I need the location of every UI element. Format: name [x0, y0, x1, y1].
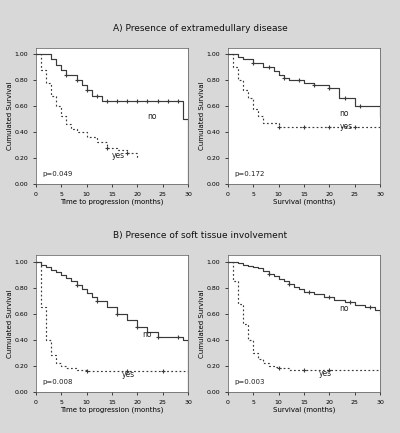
- X-axis label: Survival (months): Survival (months): [273, 199, 335, 205]
- Y-axis label: Cumulated Survival: Cumulated Survival: [6, 81, 12, 150]
- Text: A) Presence of extramedullary disease: A) Presence of extramedullary disease: [113, 24, 287, 32]
- Text: B) Presence of soft tissue involvement: B) Presence of soft tissue involvement: [113, 232, 287, 240]
- Text: yes: yes: [112, 151, 125, 160]
- Text: no: no: [340, 304, 349, 313]
- Text: no: no: [148, 112, 157, 121]
- Text: no: no: [142, 330, 152, 339]
- Text: yes: yes: [319, 369, 332, 378]
- Text: p=0.049: p=0.049: [42, 171, 72, 177]
- Text: p=0.008: p=0.008: [42, 379, 72, 385]
- Y-axis label: Cumulated Survival: Cumulated Survival: [6, 289, 12, 358]
- X-axis label: Time to progression (months): Time to progression (months): [60, 407, 164, 413]
- X-axis label: Survival (months): Survival (months): [273, 407, 335, 413]
- Y-axis label: Cumulated Survival: Cumulated Survival: [198, 289, 204, 358]
- Y-axis label: Cumulated Survival: Cumulated Survival: [198, 81, 204, 150]
- Text: no: no: [340, 110, 349, 118]
- Text: yes: yes: [122, 371, 135, 379]
- Text: yes: yes: [340, 123, 352, 131]
- Text: p=0.003: p=0.003: [234, 379, 264, 385]
- Text: p=0.172: p=0.172: [234, 171, 264, 177]
- X-axis label: Time to progression (months): Time to progression (months): [60, 199, 164, 205]
